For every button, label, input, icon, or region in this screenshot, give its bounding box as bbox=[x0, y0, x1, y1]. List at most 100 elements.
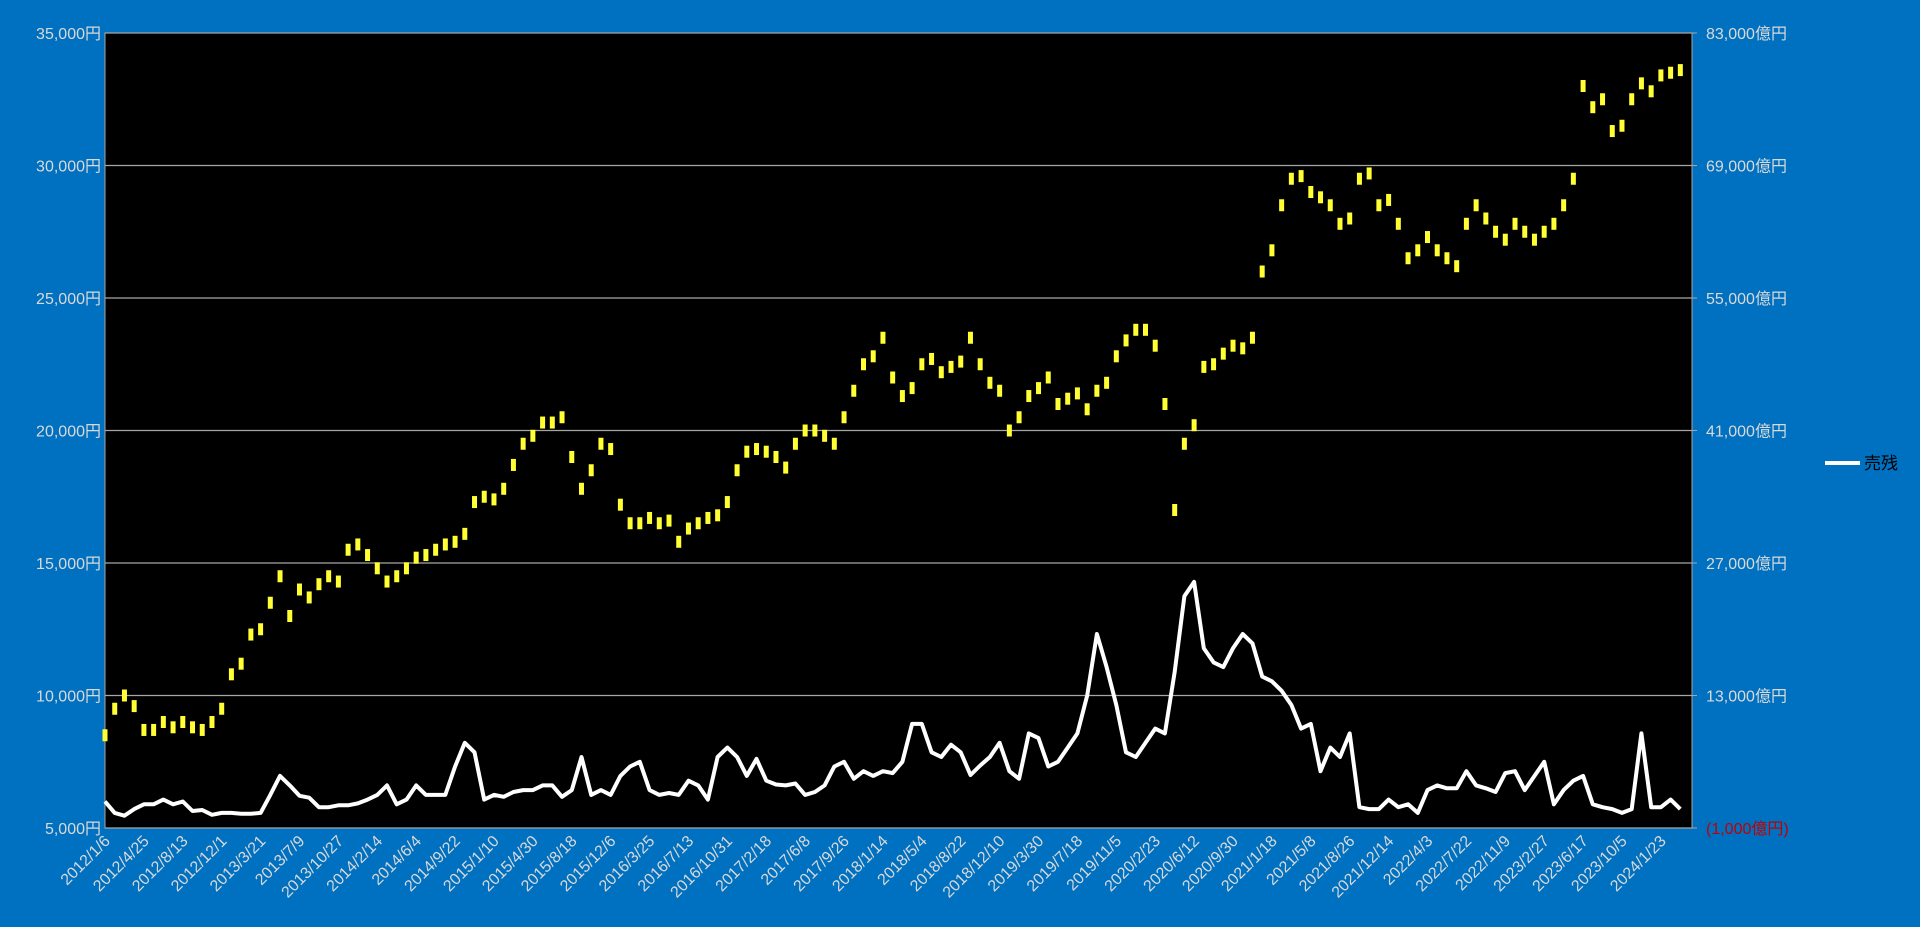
price-mark bbox=[1376, 199, 1382, 212]
price-mark bbox=[1444, 252, 1450, 265]
price-mark bbox=[705, 511, 711, 524]
price-mark bbox=[335, 575, 341, 588]
price-mark bbox=[481, 490, 487, 503]
price-mark bbox=[1638, 77, 1644, 90]
price-mark bbox=[1279, 199, 1285, 212]
price-mark bbox=[1580, 80, 1586, 92]
price-mark bbox=[102, 729, 108, 742]
price-mark bbox=[423, 549, 429, 562]
y-tick-label: 35,000円 bbox=[36, 26, 101, 43]
price-mark bbox=[1590, 101, 1596, 114]
price-mark bbox=[1249, 331, 1255, 344]
price-mark bbox=[734, 464, 740, 477]
price-mark bbox=[1327, 199, 1333, 212]
price-mark bbox=[413, 551, 419, 564]
y-tick-label: 25,000円 bbox=[36, 291, 101, 308]
price-mark bbox=[1152, 339, 1158, 352]
y2-tick-label: (1,000億円) bbox=[1706, 820, 1789, 838]
y2-tick-label: 83,000億円 bbox=[1706, 25, 1787, 43]
price-mark bbox=[1629, 93, 1635, 106]
price-mark bbox=[160, 716, 166, 728]
price-mark bbox=[870, 350, 876, 363]
price-mark bbox=[754, 443, 760, 456]
price-mark bbox=[1084, 403, 1090, 416]
price-mark bbox=[296, 583, 302, 596]
price-mark bbox=[1677, 64, 1683, 77]
price-mark bbox=[666, 514, 672, 527]
price-mark bbox=[1493, 225, 1499, 238]
price-mark bbox=[403, 562, 409, 575]
price-mark bbox=[1366, 167, 1372, 180]
y-tick-label: 30,000円 bbox=[36, 159, 101, 176]
price-mark bbox=[510, 458, 516, 471]
price-mark bbox=[345, 543, 351, 556]
price-mark bbox=[724, 496, 730, 509]
price-mark bbox=[578, 482, 584, 495]
price-mark bbox=[374, 562, 380, 575]
price-mark bbox=[121, 689, 127, 702]
price-mark bbox=[1259, 265, 1265, 278]
price-mark bbox=[238, 657, 244, 670]
price-mark bbox=[783, 461, 789, 474]
price-mark bbox=[316, 578, 322, 591]
price-mark bbox=[1055, 398, 1061, 410]
price-mark bbox=[685, 522, 691, 535]
price-mark bbox=[880, 331, 886, 344]
price-mark bbox=[1512, 217, 1518, 230]
price-mark bbox=[1220, 347, 1226, 360]
price-mark bbox=[1405, 252, 1411, 265]
price-mark bbox=[608, 443, 614, 456]
price-mark bbox=[1045, 371, 1051, 384]
price-mark bbox=[1531, 233, 1537, 246]
price-mark bbox=[1065, 392, 1071, 405]
price-mark bbox=[1551, 217, 1557, 230]
price-mark bbox=[1298, 170, 1304, 183]
price-mark bbox=[822, 429, 828, 442]
price-mark bbox=[1522, 225, 1528, 238]
price-mark bbox=[1337, 217, 1343, 230]
price-mark bbox=[1395, 217, 1401, 230]
series-line bbox=[103, 579, 1682, 818]
price-mark bbox=[131, 700, 137, 713]
price-mark bbox=[763, 445, 769, 458]
price-mark bbox=[326, 570, 332, 583]
price-mark bbox=[1211, 358, 1217, 371]
price-mark bbox=[1473, 199, 1479, 212]
price-mark bbox=[1600, 93, 1606, 106]
price-mark bbox=[452, 535, 458, 548]
price-mark bbox=[501, 482, 507, 495]
price-mark bbox=[520, 437, 526, 450]
price-mark bbox=[812, 424, 818, 437]
price-mark bbox=[967, 331, 973, 344]
price-mark bbox=[355, 538, 361, 551]
price-mark bbox=[1240, 342, 1246, 355]
price-mark bbox=[1658, 69, 1664, 82]
price-mark bbox=[588, 464, 594, 477]
price-mark bbox=[1347, 212, 1353, 225]
price-mark bbox=[1074, 387, 1080, 400]
legend-label: 売残 bbox=[1864, 454, 1898, 473]
price-mark bbox=[860, 358, 866, 371]
y-tick-label: 15,000円 bbox=[36, 556, 101, 573]
price-mark bbox=[1191, 419, 1197, 432]
y2-tick-label: 41,000億円 bbox=[1706, 423, 1787, 441]
price-mark bbox=[1230, 339, 1236, 352]
price-mark bbox=[1561, 199, 1567, 212]
price-mark bbox=[1162, 398, 1168, 410]
price-mark bbox=[909, 382, 915, 395]
price-mark bbox=[1142, 323, 1148, 336]
price-mark bbox=[831, 437, 837, 450]
price-mark bbox=[1463, 217, 1469, 230]
price-mark bbox=[1541, 225, 1547, 238]
price-mark bbox=[958, 355, 964, 368]
price-mark bbox=[1415, 244, 1421, 257]
price-mark bbox=[1356, 172, 1362, 185]
price-mark bbox=[899, 390, 905, 403]
price-mark bbox=[1619, 119, 1625, 132]
price-mark bbox=[637, 517, 643, 530]
price-mark bbox=[1570, 172, 1576, 185]
price-mark bbox=[228, 668, 234, 681]
price-mark bbox=[287, 610, 293, 622]
price-mark bbox=[647, 511, 653, 524]
